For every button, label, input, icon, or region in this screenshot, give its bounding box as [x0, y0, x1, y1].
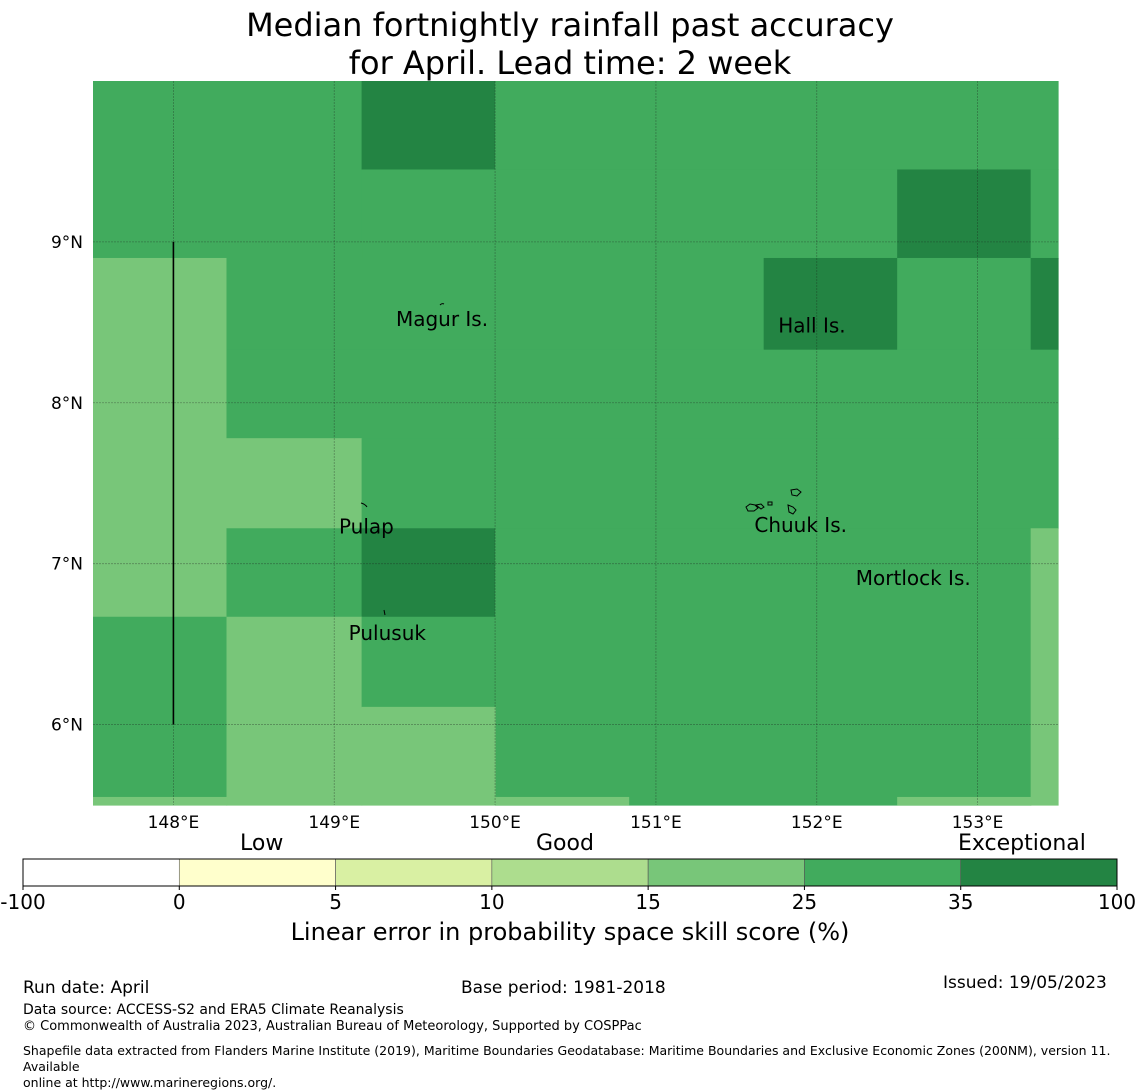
- colorbar-tick-label: 15: [635, 890, 660, 914]
- colorbar-tick-label: 25: [792, 890, 817, 914]
- colorbar-segment: [647, 858, 805, 887]
- grid-cell: [495, 528, 1032, 806]
- skill-score-grid: [93, 81, 1059, 806]
- colorbar-label-low: Low: [240, 831, 284, 856]
- axis-tick-labels: 148°E 149°E 150°E 151°E 152°E 153°E 9°N 8°N 7°N 6…: [51, 233, 1003, 833]
- map-title: Median fortnightly rainfall past accurac…: [0, 6, 1140, 82]
- grid-cell: [1030, 257, 1059, 351]
- lon-tick-label: 153°E: [952, 813, 1004, 833]
- run-date: Run date: April: [23, 978, 150, 998]
- island-labels: Magur Is. Hall Is. Pulap Chuuk Is. Mortlock …: [339, 303, 971, 645]
- grid-cell: [1030, 169, 1059, 259]
- island-outline: [787, 504, 797, 515]
- grid-cell: [495, 796, 630, 806]
- island-label: Hall Is.: [778, 314, 845, 338]
- title-line-2: for April. Lead time: 2 week: [348, 44, 792, 82]
- grid-cell: [361, 616, 496, 708]
- grid-cell: [897, 169, 1032, 259]
- lat-tick-label: 6°N: [51, 716, 83, 736]
- island-outline: [383, 609, 386, 616]
- grid-cell: [897, 796, 1032, 806]
- lon-tick-label: 150°E: [469, 813, 521, 833]
- island-label: Pulap: [339, 515, 394, 539]
- colorbar-tick-label: 100: [1098, 890, 1136, 914]
- grid-cell: [226, 257, 765, 351]
- colorbar-tick-label: 10: [479, 890, 504, 914]
- grid-cell: [361, 528, 496, 618]
- data-source: Data source: ACCESS-S2 and ERA5 Climate …: [23, 1002, 404, 1018]
- island-outline: [360, 502, 368, 508]
- grid-cell: [1030, 528, 1059, 806]
- copyright: © Commonwealth of Australia 2023, Austra…: [23, 1019, 642, 1034]
- lat-tick-label: 8°N: [51, 394, 83, 414]
- lon-tick-label: 151°E: [630, 813, 682, 833]
- colorbar-tick-label: 35: [948, 890, 973, 914]
- grid-cell: [93, 81, 363, 243]
- colorbar-tick-label: 0: [173, 890, 186, 914]
- grid-cell: [361, 438, 1059, 529]
- map-canvas: Magur Is. Hall Is. Pulap Chuuk Is. Mortlock …: [0, 81, 1136, 914]
- island-outline: [439, 303, 445, 306]
- lon-tick-label: 152°E: [791, 813, 843, 833]
- grid-cell: [361, 706, 496, 806]
- colorbar-segment: [960, 858, 1118, 887]
- grid-cell: [93, 257, 228, 618]
- grid-cell: [226, 528, 363, 618]
- grid-cell: [361, 81, 496, 171]
- colorbar-segment: [804, 858, 962, 887]
- grid-cell: [93, 241, 363, 259]
- lat-tick-label: 7°N: [51, 555, 83, 575]
- colorbar-segment: [335, 858, 493, 887]
- grid-cell: [93, 796, 228, 806]
- base-period: Base period: 1981-2018: [461, 978, 666, 998]
- shapefile-credit: Shapefile data extracted from Flanders M…: [23, 1043, 1138, 1091]
- island-outline: [767, 501, 773, 506]
- colorbar-segment: [22, 858, 180, 887]
- island-outline: [754, 503, 765, 510]
- title-line-1: Median fortnightly rainfall past accurac…: [246, 6, 894, 44]
- issued-date: Issued: 19/05/2023: [943, 973, 1107, 993]
- island-label: Chuuk Is.: [754, 513, 847, 537]
- graticule: [93, 81, 1058, 805]
- grid-cell: [361, 169, 898, 259]
- shapefile-credit-line-2: online at http://www.marineregions.org/.: [23, 1075, 277, 1090]
- colorbar-segment: [491, 858, 649, 887]
- shapefile-credit-line-1: Shapefile data extracted from Flanders M…: [23, 1043, 1111, 1074]
- island-label: Mortlock Is.: [856, 566, 971, 590]
- colorbar-frame: [22, 858, 1118, 887]
- colorbar-tick-label: 5: [329, 890, 342, 914]
- colorbar-segment: [178, 858, 336, 887]
- colorbar: -100 0 5 10 15 25 35 100: [0, 858, 1136, 914]
- island-outline: [745, 503, 759, 512]
- colorbar-title: Linear error in probability space skill …: [290, 918, 850, 946]
- colorbar-tick-label: -100: [0, 890, 45, 914]
- grid-cell: [226, 438, 363, 529]
- grid-cell: [897, 257, 1032, 351]
- lon-tick-label: 149°E: [308, 813, 360, 833]
- lon-tick-label: 148°E: [148, 813, 200, 833]
- grid-cell: [93, 616, 228, 798]
- grid-cell: [226, 616, 363, 806]
- island-label: Pulusuk: [349, 621, 427, 645]
- grid-cell: [226, 349, 1059, 439]
- grid-cell: [495, 81, 1059, 171]
- island-label: Magur Is.: [396, 307, 488, 331]
- lat-tick-label: 9°N: [51, 233, 83, 253]
- colorbar-label-exceptional: Exceptional: [958, 831, 1086, 856]
- colorbar-label-good: Good: [536, 831, 594, 856]
- island-outline: [790, 488, 802, 497]
- grid-cell: [763, 257, 898, 351]
